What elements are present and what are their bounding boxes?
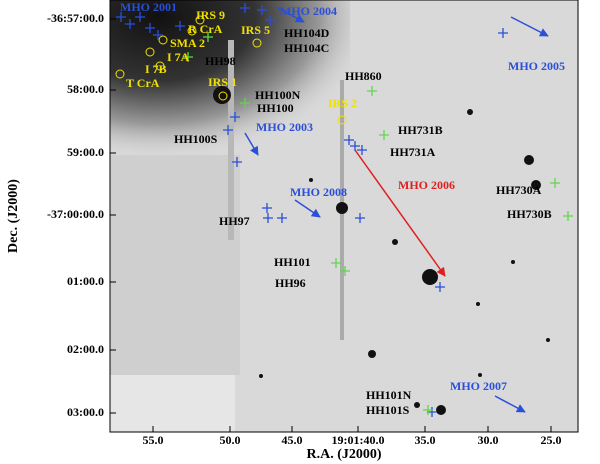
annotation-label: HH101N bbox=[366, 388, 412, 402]
marker-cross bbox=[331, 258, 341, 268]
annotation-label: MHO 2003 bbox=[256, 120, 313, 134]
marker-cross bbox=[379, 130, 389, 140]
x-tick-label: 45.0 bbox=[282, 433, 303, 447]
marker-cross bbox=[203, 32, 213, 42]
annotation-label: MHO 2008 bbox=[290, 185, 347, 199]
annotation-label: HH97 bbox=[219, 214, 250, 228]
annotation-label: SMA 2 bbox=[170, 36, 205, 50]
x-tick-label: 19:01:40.0 bbox=[332, 433, 385, 447]
annotation-label: HH100S bbox=[174, 132, 218, 146]
marker-cross bbox=[145, 23, 155, 33]
marker-cross bbox=[230, 112, 240, 122]
y-tick-label: -37:00:00.0 bbox=[47, 207, 104, 221]
marker-cross bbox=[240, 3, 250, 13]
x-tick-label: 25.0 bbox=[541, 433, 562, 447]
y-tick-label: 58:00.0 bbox=[67, 82, 104, 96]
markers bbox=[116, 3, 573, 417]
marker-cross bbox=[175, 21, 185, 31]
marker-cross bbox=[125, 19, 135, 29]
annotation-label: I 7B bbox=[145, 62, 167, 76]
y-axis-label: Dec. (J2000) bbox=[6, 179, 21, 253]
image bbox=[110, 0, 578, 432]
annotation-label: MHO 2004 bbox=[280, 4, 337, 18]
marker-cross bbox=[355, 213, 365, 223]
annotation-label: HH101S bbox=[366, 403, 410, 417]
annotation-label: IRS 2 bbox=[328, 96, 357, 110]
marker-cross bbox=[423, 405, 433, 415]
annotation-label: HH730A bbox=[496, 183, 542, 197]
marker-cross bbox=[350, 141, 360, 151]
marker-cross bbox=[135, 12, 145, 22]
marker-cross bbox=[263, 213, 273, 223]
annotation-label: I 7A bbox=[167, 50, 190, 64]
source-circles bbox=[115, 15, 347, 125]
y-tick-label: 59:00.0 bbox=[67, 145, 104, 159]
annotation-label: HH96 bbox=[275, 276, 306, 290]
annotation-label: IRS 9 bbox=[196, 8, 225, 22]
marker-cross bbox=[367, 86, 377, 96]
annotation-label: HH731A bbox=[390, 145, 436, 159]
marker-cross bbox=[277, 213, 287, 223]
annotation-label: T CrA bbox=[126, 76, 160, 90]
marker-cross bbox=[116, 12, 126, 22]
annotation-label: R CrA bbox=[188, 22, 223, 36]
x-tick-label: 30.0 bbox=[478, 433, 499, 447]
marker-cross bbox=[357, 145, 367, 155]
marker-cross bbox=[435, 282, 445, 292]
marker-cross bbox=[340, 266, 350, 276]
annotation-label: MHO 2005 bbox=[508, 59, 565, 73]
y-tick-label: 02:00.0 bbox=[67, 342, 104, 356]
annotation-label: HH104D bbox=[284, 26, 330, 40]
marker-cross bbox=[183, 52, 193, 62]
annotation-label: HH98 bbox=[205, 54, 236, 68]
x-axis-label: R.A. (J2000) bbox=[306, 447, 381, 462]
marker-cross bbox=[498, 28, 508, 38]
annotation-label: HH104C bbox=[284, 41, 329, 55]
x-tick-label: 35.0 bbox=[415, 433, 436, 447]
marker-cross bbox=[265, 15, 275, 25]
marker-cross bbox=[262, 203, 272, 213]
annotation-label: HH860 bbox=[345, 69, 382, 83]
marker-cross bbox=[257, 5, 267, 15]
annotation-label: HH100N bbox=[255, 88, 301, 102]
x-tick-label: 50.0 bbox=[220, 433, 241, 447]
marker-cross bbox=[153, 30, 163, 40]
marker-cross bbox=[427, 407, 437, 417]
annotation-label: IRS 1 bbox=[208, 75, 237, 89]
annotation-label: HH730B bbox=[507, 207, 552, 221]
y-tick-label: -36:57:00.0 bbox=[47, 11, 104, 25]
arrows bbox=[244, 7, 549, 413]
marker-cross bbox=[563, 211, 573, 221]
marker-cross bbox=[232, 157, 242, 167]
marker-cross bbox=[344, 135, 354, 145]
annotation-label: MHO 2006 bbox=[398, 178, 455, 192]
annotation-label: HH731B bbox=[398, 123, 443, 137]
marker-cross bbox=[223, 125, 233, 135]
annotation-label: MHO 2007 bbox=[450, 379, 507, 393]
x-tick-label: 55.0 bbox=[143, 433, 164, 447]
annotation-label: IRS 5 bbox=[241, 23, 270, 37]
marker-cross bbox=[240, 98, 250, 108]
frame bbox=[109, 0, 579, 433]
y-tick-label: 01:00.0 bbox=[67, 274, 104, 288]
annotation-label: MHO 2001 bbox=[120, 0, 177, 14]
y-tick-label: 03:00.0 bbox=[67, 405, 104, 419]
annotation-label: HH101 bbox=[274, 255, 311, 269]
marker-cross bbox=[550, 178, 560, 188]
annotation-label: HH100 bbox=[257, 101, 294, 115]
